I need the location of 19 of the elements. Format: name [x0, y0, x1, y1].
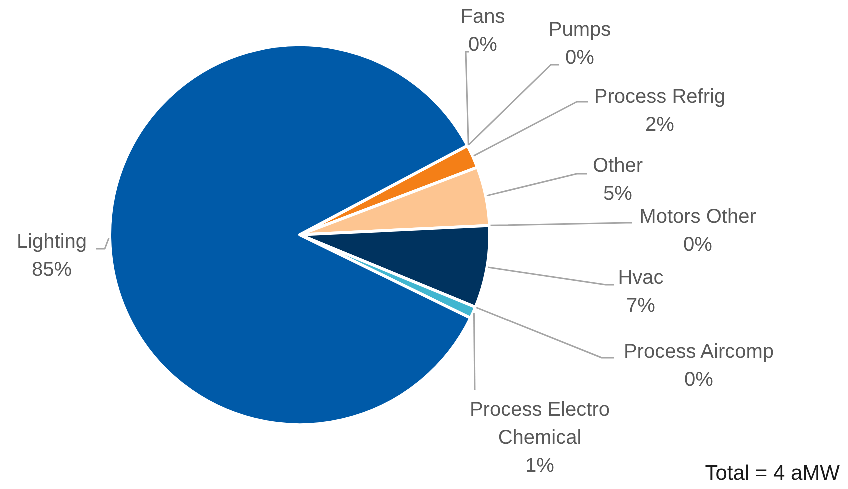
category-label: Fans [460, 6, 506, 28]
slice-label: Process Electro Chemical [470, 399, 610, 449]
data-label: 5% [604, 183, 633, 205]
slice-label: Lighting [16, 231, 88, 253]
slice-label: Hvac [618, 267, 664, 289]
data-label: 7% [626, 295, 656, 317]
text: Total = 4 aMW [705, 462, 840, 485]
data-label: 2% [646, 114, 675, 136]
slice-label: Other [592, 155, 644, 177]
text: 0% [684, 234, 712, 256]
category-label: Motors Other [640, 206, 756, 228]
category-label: Process Aircomp [624, 341, 774, 363]
data-label: 1% [526, 455, 555, 477]
data-label: 85% [32, 259, 72, 281]
text: 0% [684, 369, 714, 391]
text: 0% [468, 34, 498, 56]
text: 0% [566, 47, 594, 69]
slice-label: Process Refrig [594, 86, 726, 108]
category-label: Pumps [548, 19, 612, 41]
